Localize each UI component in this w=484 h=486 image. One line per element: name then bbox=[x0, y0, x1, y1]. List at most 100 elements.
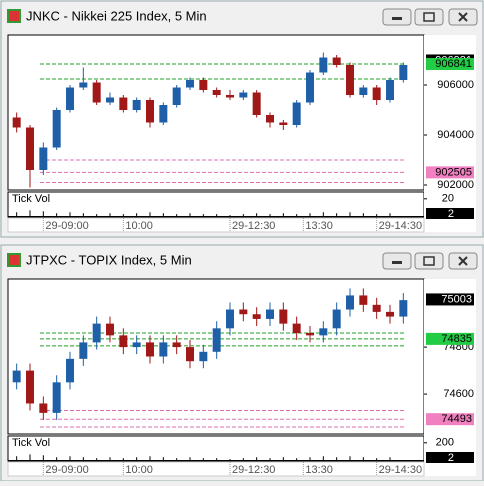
volume-title: Tick Vol bbox=[12, 193, 50, 205]
volume-current-box bbox=[426, 208, 474, 219]
candle-body bbox=[66, 358, 74, 383]
close-icon bbox=[458, 12, 468, 22]
x-tick-label: 29-09:00 bbox=[45, 220, 88, 232]
candle-body bbox=[372, 304, 381, 312]
candle-body bbox=[159, 342, 168, 357]
candle-body bbox=[52, 110, 61, 148]
candle-body bbox=[332, 309, 341, 329]
candle-body bbox=[132, 100, 141, 110]
candle-body bbox=[79, 342, 88, 359]
maximize-icon bbox=[423, 256, 435, 266]
price-label-box bbox=[426, 57, 474, 70]
plot-area bbox=[7, 34, 425, 191]
candle-body bbox=[199, 80, 208, 90]
candle-body bbox=[12, 370, 21, 383]
price-label: 902505 bbox=[435, 166, 472, 178]
candle-body bbox=[279, 309, 288, 324]
minimize-icon bbox=[392, 17, 402, 20]
title-icon bbox=[7, 253, 21, 267]
price-label-box bbox=[426, 293, 474, 306]
candle-body bbox=[266, 115, 274, 123]
candle-body bbox=[346, 295, 354, 310]
x-tick-label: 13:30 bbox=[305, 220, 333, 232]
candle-body bbox=[66, 87, 74, 110]
x-tick-label: 29-09:00 bbox=[45, 464, 88, 476]
candle-body bbox=[146, 100, 154, 123]
candle-body bbox=[319, 328, 328, 336]
price-label: 74835 bbox=[441, 333, 472, 345]
maximize-button[interactable] bbox=[414, 8, 444, 26]
maximize-icon bbox=[423, 12, 435, 22]
candle-body bbox=[212, 90, 221, 95]
candle-body bbox=[39, 403, 48, 413]
volume-tick-label: 200 bbox=[436, 437, 454, 449]
x-tick-label: 10:00 bbox=[125, 464, 153, 476]
y-tick-label: 904000 bbox=[437, 129, 474, 141]
candle-body bbox=[252, 92, 261, 115]
price-label-box bbox=[426, 166, 474, 179]
x-tick-label: 29-12:30 bbox=[232, 464, 275, 476]
candle-body bbox=[386, 311, 394, 317]
candle-body bbox=[359, 87, 368, 95]
candle-body bbox=[266, 309, 274, 319]
candle-body bbox=[226, 309, 234, 329]
window-title: JTPXC - TOPIX Index, 5 Min bbox=[26, 252, 192, 267]
y-tick-label: 902000 bbox=[437, 179, 474, 191]
candle-body bbox=[92, 82, 101, 103]
candle-body bbox=[12, 117, 21, 128]
candle-body bbox=[292, 102, 301, 125]
plot-area bbox=[7, 278, 425, 435]
candle-body bbox=[346, 65, 354, 95]
x-axis-area bbox=[7, 461, 425, 477]
axis-area bbox=[424, 279, 476, 476]
volume-current: 2 bbox=[448, 452, 454, 464]
candle-body bbox=[279, 122, 288, 125]
maximize-button[interactable] bbox=[414, 252, 444, 270]
candle-body bbox=[386, 80, 394, 100]
candle-body bbox=[146, 342, 154, 357]
candle-body bbox=[199, 351, 208, 362]
x-tick-label: 13:30 bbox=[305, 464, 333, 476]
candle-body bbox=[252, 314, 261, 319]
price-label: 74493 bbox=[441, 413, 472, 425]
candle-body bbox=[399, 300, 408, 317]
price-label-box bbox=[426, 413, 474, 426]
window-title: JNKC - Nikkei 225 Index, 5 Min bbox=[26, 8, 207, 23]
volume-current: 2 bbox=[448, 208, 454, 220]
candle-body bbox=[26, 127, 34, 170]
x-tick-label: 29-14:30 bbox=[379, 464, 422, 476]
candle-body bbox=[359, 295, 368, 305]
candle-body bbox=[186, 80, 194, 88]
volume-tick-label: 20 bbox=[442, 193, 454, 205]
x-axis-area bbox=[7, 217, 425, 233]
candle-body bbox=[239, 92, 248, 98]
close-icon bbox=[458, 256, 468, 266]
x-tick-label: 10:00 bbox=[125, 220, 153, 232]
x-tick-label: 29-12:30 bbox=[232, 220, 275, 232]
candle-body bbox=[79, 82, 88, 88]
title-icon bbox=[7, 9, 21, 23]
candle-body bbox=[92, 323, 101, 343]
candle-body bbox=[106, 323, 114, 336]
candle-body bbox=[306, 333, 314, 336]
candle-body bbox=[399, 65, 408, 80]
price-label-box bbox=[426, 332, 474, 345]
price-label: 906841 bbox=[435, 58, 472, 70]
candle-body bbox=[132, 342, 141, 348]
price-label: 75003 bbox=[441, 293, 472, 305]
candle-body bbox=[26, 370, 34, 404]
candle-body bbox=[212, 328, 221, 352]
candle-body bbox=[226, 95, 234, 98]
candle-body bbox=[39, 147, 48, 170]
candle-body bbox=[106, 97, 114, 103]
candle-body bbox=[172, 87, 181, 105]
x-tick-label: 29-14:30 bbox=[379, 220, 422, 232]
candle-body bbox=[119, 335, 128, 348]
candle-body bbox=[292, 323, 301, 334]
candle-body bbox=[372, 87, 381, 100]
candle-body bbox=[306, 72, 314, 103]
candle-body bbox=[119, 97, 128, 110]
candle-body bbox=[52, 382, 61, 413]
candle-body bbox=[159, 105, 168, 123]
